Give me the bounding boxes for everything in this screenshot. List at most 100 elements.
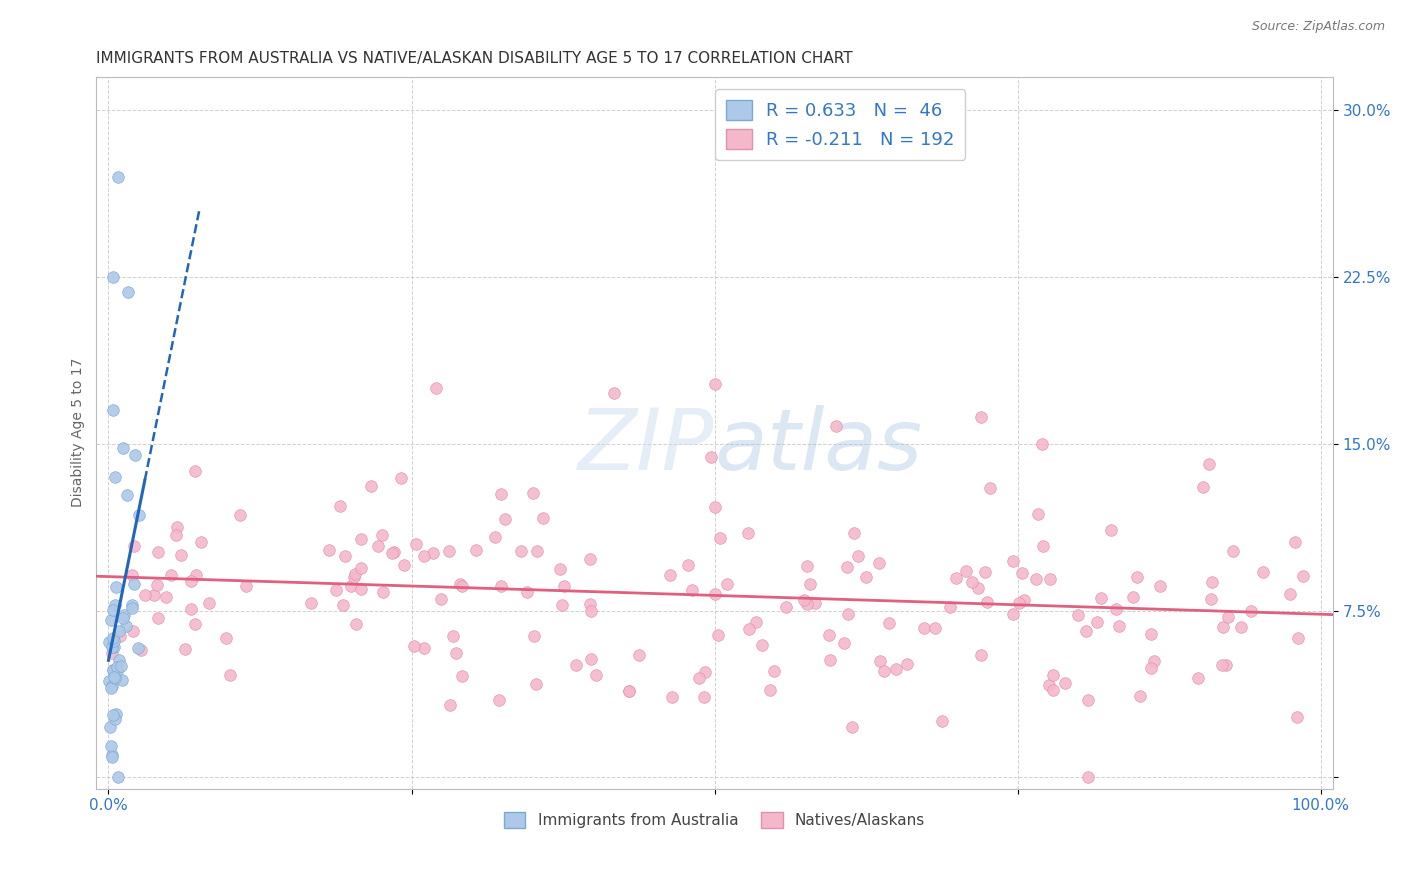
- Point: [413, 641, 436, 656]
- Point: [695, 665, 717, 679]
- Point: [522, 485, 544, 500]
- Point: [100, 679, 122, 693]
- Point: [553, 579, 575, 593]
- Point: [966, 581, 988, 595]
- Point: [707, 628, 730, 642]
- Point: [219, 667, 242, 681]
- Point: [111, 610, 134, 624]
- Point: [737, 622, 759, 636]
- Point: [976, 595, 998, 609]
- Point: [939, 599, 962, 614]
- Point: [548, 562, 571, 576]
- Point: [325, 583, 347, 598]
- Point: [565, 657, 588, 672]
- Point: [184, 464, 207, 478]
- Point: [124, 448, 146, 462]
- Point: [1001, 554, 1024, 568]
- Point: [166, 520, 188, 534]
- Text: IMMIGRANTS FROM AUSTRALIA VS NATIVE/ALASKAN DISABILITY AGE 5 TO 17 CORRELATION C: IMMIGRANTS FROM AUSTRALIA VS NATIVE/ALAS…: [97, 51, 853, 66]
- Point: [127, 640, 149, 655]
- Point: [709, 531, 731, 545]
- Point: [384, 545, 406, 559]
- Point: [101, 663, 124, 677]
- Point: [1002, 607, 1025, 622]
- Point: [793, 592, 815, 607]
- Point: [121, 598, 143, 612]
- Point: [1292, 568, 1315, 582]
- Point: [551, 598, 574, 612]
- Point: [1011, 566, 1033, 581]
- Text: Source: ZipAtlas.com: Source: ZipAtlas.com: [1251, 20, 1385, 33]
- Point: [101, 663, 124, 677]
- Point: [796, 597, 818, 611]
- Point: [413, 549, 436, 564]
- Point: [510, 544, 533, 558]
- Point: [367, 539, 389, 553]
- Point: [343, 570, 366, 584]
- Point: [1212, 619, 1234, 633]
- Point: [198, 596, 221, 610]
- Point: [869, 655, 891, 669]
- Point: [1128, 690, 1150, 704]
- Point: [103, 640, 125, 655]
- Point: [1201, 574, 1223, 589]
- Point: [619, 684, 641, 698]
- Point: [627, 648, 650, 662]
- Point: [1012, 593, 1035, 607]
- Point: [100, 750, 122, 764]
- Point: [142, 588, 165, 602]
- Point: [100, 614, 122, 628]
- Point: [1140, 661, 1163, 675]
- Point: [105, 659, 128, 673]
- Point: [970, 409, 993, 424]
- Point: [1085, 615, 1108, 630]
- Point: [868, 556, 890, 570]
- Point: [844, 525, 866, 540]
- Point: [744, 615, 766, 629]
- Point: [581, 604, 603, 618]
- Point: [1201, 591, 1223, 606]
- Point: [425, 381, 447, 395]
- Point: [465, 543, 488, 558]
- Point: [117, 285, 139, 300]
- Point: [329, 499, 352, 513]
- Point: [350, 533, 373, 547]
- Point: [405, 537, 427, 551]
- Point: [1149, 579, 1171, 593]
- Point: [392, 558, 415, 572]
- Point: [676, 558, 699, 573]
- Point: [661, 690, 683, 705]
- Point: [585, 668, 607, 682]
- Point: [489, 579, 512, 593]
- Point: [912, 621, 935, 635]
- Point: [344, 616, 367, 631]
- Point: [1025, 572, 1047, 586]
- Point: [170, 549, 193, 563]
- Point: [1229, 620, 1251, 634]
- Point: [1039, 572, 1062, 586]
- Point: [1240, 604, 1263, 618]
- Point: [619, 684, 641, 698]
- Point: [190, 534, 212, 549]
- Point: [235, 579, 257, 593]
- Point: [775, 600, 797, 615]
- Point: [484, 530, 506, 544]
- Point: [184, 616, 207, 631]
- Point: [896, 657, 918, 671]
- Point: [105, 581, 128, 595]
- Point: [381, 546, 404, 560]
- Point: [105, 665, 128, 679]
- Point: [855, 570, 877, 584]
- Point: [832, 636, 855, 650]
- Point: [370, 527, 392, 541]
- Point: [101, 631, 124, 645]
- Point: [107, 169, 129, 184]
- Point: [430, 592, 453, 607]
- Point: [699, 450, 721, 464]
- Point: [1216, 610, 1239, 624]
- Point: [531, 510, 554, 524]
- Point: [451, 578, 474, 592]
- Point: [488, 693, 510, 707]
- Point: [180, 574, 202, 588]
- Point: [107, 771, 129, 785]
